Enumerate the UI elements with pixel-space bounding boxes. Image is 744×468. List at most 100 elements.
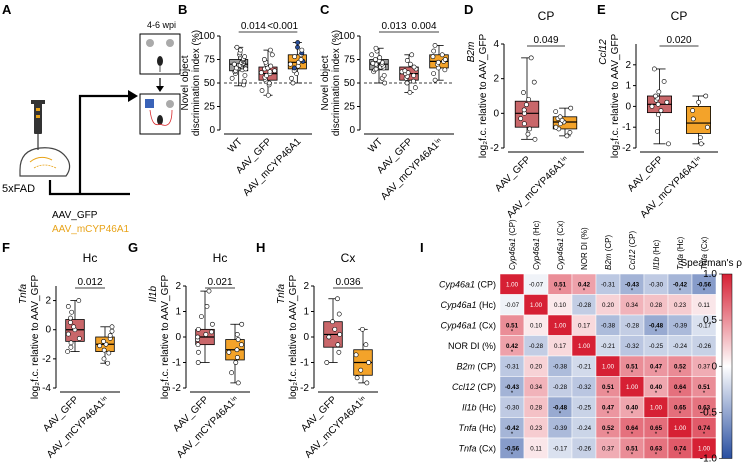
- data-point: [364, 380, 370, 386]
- data-point: [242, 73, 248, 78]
- heatmap-value: -0.17: [697, 322, 712, 329]
- y-tick-label: -2: [490, 143, 499, 154]
- y-tick-label: -1: [622, 122, 631, 133]
- data-point: [324, 360, 330, 365]
- y-tick-label: 50: [204, 78, 216, 89]
- row-gene: Tnfa: [458, 423, 479, 433]
- data-point: [377, 55, 383, 61]
- heatmap-value: 1.00: [602, 363, 615, 370]
- y-tick-label: 2: [175, 281, 181, 292]
- y-tick-label: 100: [338, 31, 355, 42]
- data-point: [101, 356, 107, 362]
- heatmap-row-label: Cyp46a1 (CP): [439, 279, 496, 289]
- x-tick-label: WT: [226, 136, 245, 155]
- data-point: [267, 47, 273, 53]
- heatmap-value: -0.07: [505, 302, 520, 309]
- data-point: [528, 55, 534, 61]
- heatmap-value: 0.52: [674, 363, 687, 370]
- arrow-up-line: [78, 94, 128, 194]
- colorbar-title: Spearman's ρ: [680, 258, 742, 269]
- data-point: [235, 337, 241, 342]
- heatmap-value: -0.42: [673, 281, 688, 288]
- data-point: [656, 89, 662, 95]
- row-gene: Cyp46a1: [439, 279, 478, 289]
- data-point: [336, 311, 342, 317]
- col-region: (CP): [628, 231, 637, 248]
- arena-familiar-icon: [139, 33, 181, 75]
- data-point: [299, 47, 305, 53]
- heatmap-value: 0.28: [650, 302, 663, 309]
- heatmap-value: 0.40: [626, 404, 639, 411]
- data-point: [269, 52, 275, 58]
- p-value-label: 0.012: [77, 277, 102, 288]
- gene-label: B2m: [466, 42, 477, 63]
- row-region: (CP): [478, 279, 497, 289]
- data-point: [101, 347, 107, 353]
- significance-marker: *: [679, 411, 682, 418]
- data-point: [553, 109, 559, 114]
- y-axis-label: log₂f.c. relative to AAV_GFP: [478, 34, 489, 159]
- data-point: [209, 329, 214, 335]
- significance-marker: *: [511, 452, 514, 459]
- chart-title: Hc: [213, 251, 228, 265]
- heatmap-value: 0.64: [674, 384, 687, 391]
- data-point: [336, 349, 342, 355]
- y-axis-label: log₂f.c. relative to AAV_GFP: [610, 34, 621, 159]
- y-tick-label: 0: [625, 101, 631, 112]
- heatmap-row-label: Cyp46a1 (Hc): [440, 300, 496, 310]
- data-point: [291, 65, 297, 71]
- heatmap-value: 0.65: [650, 425, 663, 432]
- heatmap-value: -0.39: [673, 322, 688, 329]
- panel-label-g: G: [128, 240, 138, 255]
- data-point: [651, 66, 657, 72]
- panel-a-schematic: 5xFAD AAV_GFP AAV_mCYP46A1 4-6 wpi: [2, 20, 181, 235]
- x-tick-label: AAV_GFP: [493, 154, 533, 194]
- data-point: [203, 332, 209, 337]
- heatmap-value: 0.42: [578, 281, 591, 288]
- heatmap-value: 0.51: [626, 363, 639, 370]
- arrow-head-icon: [128, 90, 138, 102]
- heatmap-value: 0.40: [650, 384, 663, 391]
- significance-marker: *: [703, 390, 706, 397]
- y-tick-label: -2: [300, 383, 309, 394]
- heatmap-row-label: NOR DI (%): [448, 341, 496, 351]
- data-point: [66, 331, 71, 337]
- data-point: [239, 342, 244, 348]
- y-tick-label: 2: [45, 296, 51, 307]
- data-point: [354, 375, 360, 381]
- data-point: [381, 73, 387, 78]
- brain-icon: [19, 147, 71, 177]
- data-point: [655, 112, 661, 118]
- data-point: [373, 45, 379, 51]
- data-point: [235, 380, 241, 386]
- significance-marker: *: [703, 411, 706, 418]
- data-point: [567, 129, 573, 135]
- data-point: [290, 80, 296, 86]
- heatmap-value: 0.20: [530, 363, 543, 370]
- data-point: [568, 105, 574, 111]
- data-point: [431, 71, 436, 76]
- data-point: [68, 315, 73, 321]
- data-point: [649, 104, 655, 109]
- p-value-label: <0.001: [267, 21, 298, 32]
- y-axis-label: log₂f.c. relative to AAV_GFP: [288, 275, 299, 400]
- gene-label: Ccl12: [598, 39, 609, 65]
- data-point: [195, 334, 201, 340]
- panel-label-i: I: [420, 240, 424, 255]
- data-point: [658, 108, 664, 113]
- y-tick-label: 1: [625, 81, 631, 92]
- heatmap-value: -0.28: [625, 322, 640, 329]
- chart-e: -2 -1 0 1 2 log₂f.c. relative to AAV_GFPCcl12…: [598, 9, 718, 220]
- data-point: [442, 67, 448, 73]
- heatmap-value: -0.30: [505, 404, 520, 411]
- vector-gfp-label: AAV_GFP: [52, 210, 98, 221]
- data-point: [442, 57, 448, 62]
- significance-marker: *: [655, 431, 658, 438]
- heatmap-value: 1.00: [530, 302, 543, 309]
- heatmap-value: -0.30: [649, 281, 664, 288]
- heatmap-value: 0.23: [674, 302, 687, 309]
- heatmap-value: -0.21: [577, 363, 592, 370]
- data-point: [292, 54, 298, 60]
- data-point: [521, 121, 527, 127]
